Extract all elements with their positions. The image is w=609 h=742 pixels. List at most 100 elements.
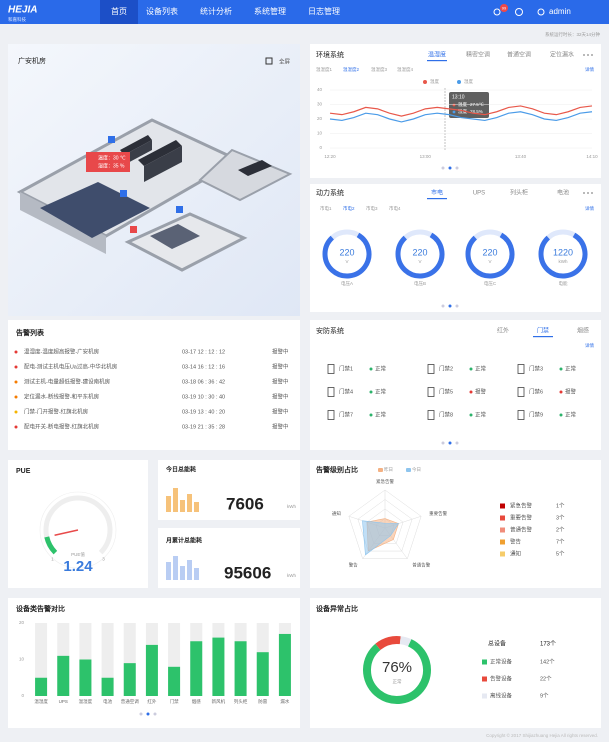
user-name[interactable]: admin	[549, 7, 571, 16]
panel-title: 设备异常占比	[316, 604, 358, 613]
door-icon	[427, 410, 435, 420]
help-icon[interactable]	[515, 8, 523, 16]
donut-segment	[399, 636, 412, 647]
nav-item[interactable]: 系统管理	[254, 6, 286, 16]
list-swatch	[500, 551, 505, 557]
tab[interactable]: UPS	[473, 191, 485, 197]
env-more[interactable]	[583, 54, 593, 56]
subtab[interactable]: 市电4	[389, 205, 401, 212]
alarm-dot	[14, 395, 18, 399]
door-icon	[427, 387, 435, 397]
detail-link[interactable]: 详情	[585, 66, 594, 73]
tab[interactable]: 市电	[431, 189, 443, 197]
nav-item[interactable]: 设备列表	[146, 6, 178, 16]
donut-segment	[375, 636, 401, 651]
legend-label: 昨日	[384, 466, 393, 473]
tab[interactable]: 门禁	[537, 327, 549, 335]
subtab[interactable]: 温湿度1	[316, 66, 332, 73]
tab[interactable]: 普通空调	[507, 51, 531, 59]
door-dot	[369, 413, 373, 417]
alarm-dot	[14, 350, 18, 354]
nav-item[interactable]: 日志管理	[308, 6, 340, 16]
x-tick-label: 13:40	[515, 154, 527, 159]
alarm-time: 03-14 16 : 12 : 16	[182, 364, 225, 370]
nav-item[interactable]: 统计分析	[200, 6, 232, 16]
door-name: 门禁2	[439, 364, 453, 372]
x-tick-label: 防雷	[258, 698, 267, 705]
list-count: 9个	[540, 692, 549, 699]
door-dot	[559, 367, 563, 371]
detail-link[interactable]: 详情	[585, 205, 594, 212]
bar	[234, 641, 247, 696]
door-dot	[469, 390, 473, 394]
fullscreen-button[interactable]: 全屏	[279, 57, 291, 65]
radar-label: 通知	[332, 510, 341, 517]
alarm-name: 门禁-门开报警-红旗北机房	[24, 407, 89, 415]
bell-icon[interactable]	[493, 8, 501, 16]
door-status: 正常	[475, 364, 487, 372]
subtab[interactable]: 温湿度3	[371, 66, 387, 73]
subtab[interactable]: 温湿度2	[343, 66, 359, 73]
nav-active	[100, 0, 138, 24]
donut-segment	[363, 639, 431, 704]
tab[interactable]: 温湿度	[428, 51, 446, 59]
power-more[interactable]	[583, 192, 593, 194]
footer: Copyright © 2017 Shijiazhuang Hejia All …	[486, 732, 598, 738]
subtab[interactable]: 市电3	[366, 205, 378, 212]
list-count: 22个	[540, 675, 552, 682]
donut-center: 76%	[382, 659, 412, 676]
door-dot	[559, 413, 563, 417]
list-swatch	[482, 659, 487, 665]
nav-item[interactable]: 首页	[111, 6, 127, 16]
door-icon	[517, 387, 525, 397]
subtab[interactable]: 市电1	[320, 205, 332, 212]
energy-unit: kWh	[287, 573, 296, 578]
radar-label: 警告	[349, 562, 358, 569]
logo-sub: 和嘉科技	[8, 16, 26, 23]
alarm-dot	[14, 425, 18, 429]
pager-dots[interactable]	[139, 166, 459, 716]
list-count: 5个	[556, 550, 565, 557]
tab[interactable]: 烟感	[577, 327, 589, 335]
list-name: 警告	[510, 537, 522, 545]
nav-bar	[0, 0, 609, 24]
door-name: 门禁9	[529, 410, 543, 418]
list-name: 离线设备	[490, 691, 513, 699]
legend-dot	[423, 80, 427, 84]
alarm-name: 定位漏水-断线报警-和平东机房	[24, 392, 100, 400]
door-name: 门禁4	[339, 387, 353, 395]
alarm-status: 报警中	[272, 407, 289, 415]
tab[interactable]: 电池	[557, 189, 569, 197]
bar	[168, 666, 181, 696]
y-tick-label: 30	[317, 102, 323, 107]
gauge-value: 1220	[553, 247, 573, 257]
radar-ring	[357, 499, 413, 552]
y-tick-label: 0	[319, 145, 322, 150]
power-panel	[310, 184, 601, 312]
door-status: 正常	[475, 410, 487, 418]
tab[interactable]: 红外	[497, 327, 509, 335]
door-status: 正常	[375, 364, 387, 372]
subtab[interactable]: 市电2	[343, 205, 355, 212]
gauge-tick-label: 3	[102, 557, 105, 562]
door-status: 正常	[375, 387, 387, 395]
line	[329, 111, 593, 123]
list-name: 紧急告警	[510, 501, 533, 509]
radar-label: 普通告警	[412, 562, 430, 569]
gauge-ring	[322, 232, 372, 279]
door-name: 门禁8	[439, 410, 453, 418]
legend-label: 温度	[430, 78, 439, 85]
detail-link[interactable]: 详情	[585, 342, 594, 349]
badge	[500, 4, 508, 12]
door-icon	[427, 364, 435, 374]
tab[interactable]: 精密空调	[466, 51, 490, 59]
gauge-needle	[54, 529, 79, 536]
energy-icons	[166, 488, 199, 580]
panel-title: 告警级别占比	[316, 465, 358, 474]
gauge-value: 220	[339, 247, 354, 257]
tab[interactable]: 列头柜	[510, 189, 528, 197]
door-status: 正常	[375, 410, 387, 418]
tab[interactable]: 定位漏水	[550, 51, 574, 59]
subtab[interactable]: 温湿度4	[397, 66, 413, 73]
list-name: 告警设备	[490, 674, 513, 682]
